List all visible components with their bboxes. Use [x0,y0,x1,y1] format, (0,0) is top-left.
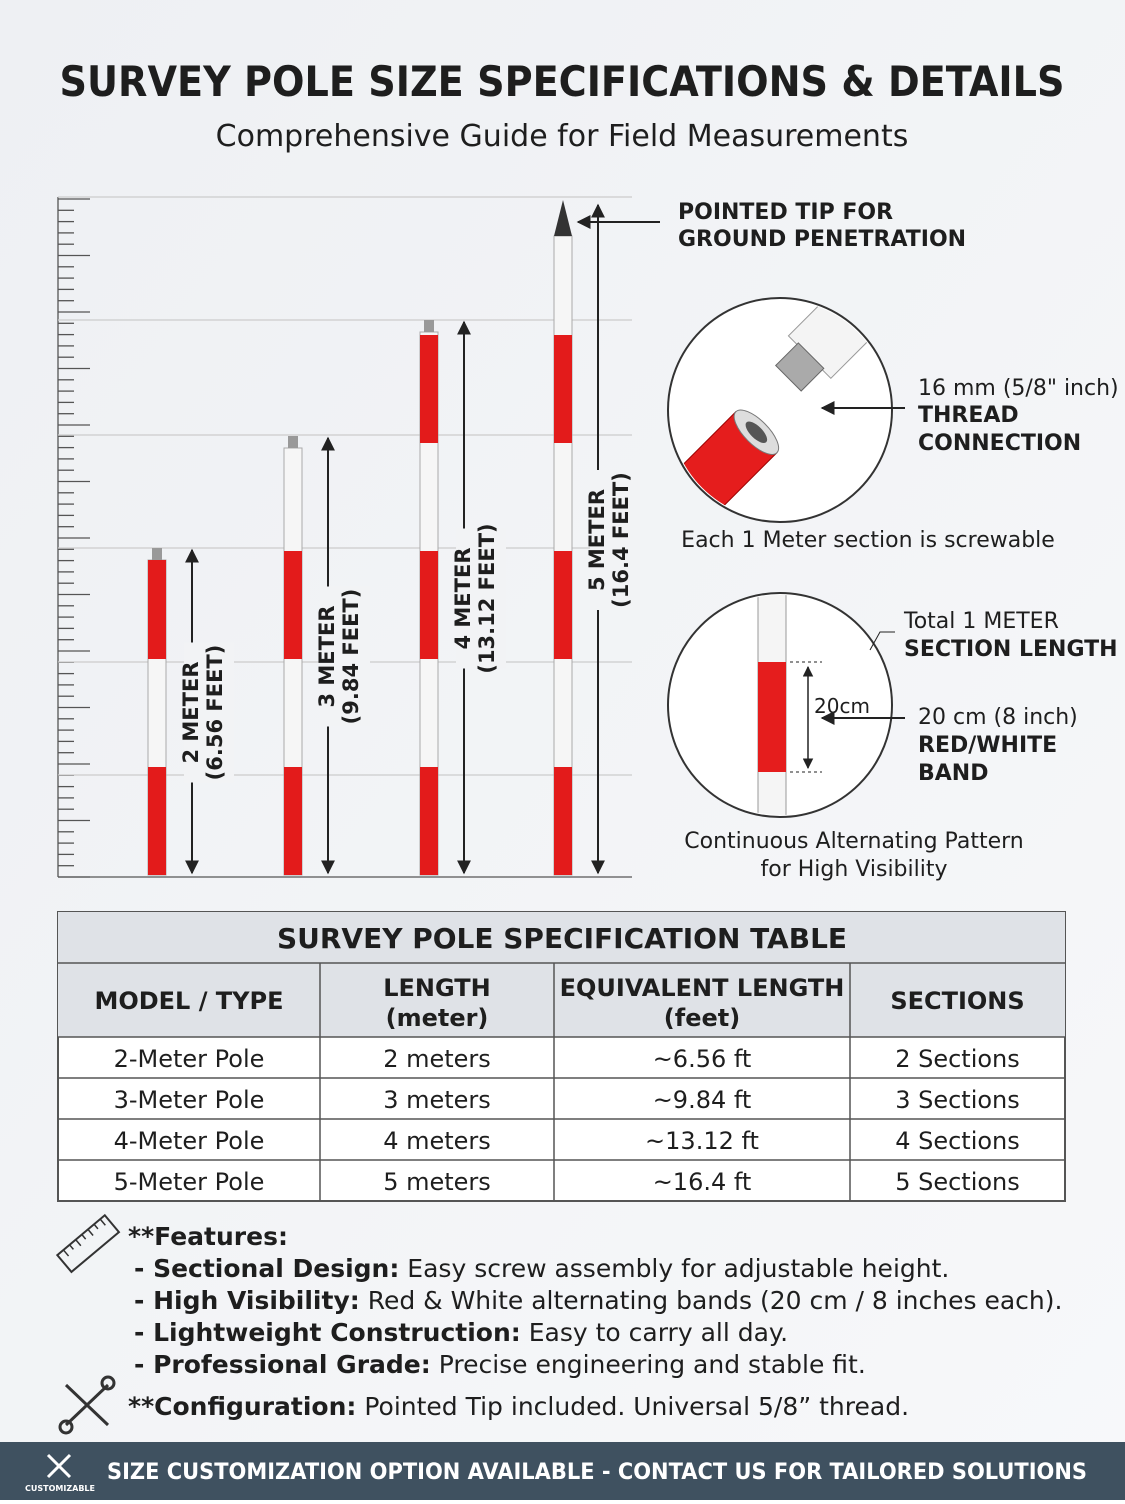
caption: for High Visibility [761,857,948,882]
feature-text: Red & White alternating bands (20 cm / 8… [360,1286,1063,1315]
table-cell: ~13.12 ft [645,1127,759,1155]
column-header: SECTIONS [890,987,1024,1015]
column-header: (meter) [386,1004,489,1032]
label-bg [320,586,370,727]
tools-icon [58,1375,116,1435]
feature-line: - Lightweight Construction: Easy to carr… [134,1318,788,1347]
poles: 2 METER (6.56 FEET) 3 METER (9.84 FEET) 4 ME… [147,200,640,876]
callout-text: GROUND PENETRATION [678,227,966,252]
callout-text: CONNECTION [918,431,1081,456]
table-cell: 3 meters [383,1086,491,1114]
callout-text: THREAD [918,403,1019,428]
subtitle: Comprehensive Guide for Field Measuremen… [216,119,909,154]
caption: Each 1 Meter section is screwable [681,528,1055,553]
callout-text: RED/WHITE [918,733,1057,758]
column-header: LENGTH [383,974,491,1002]
banner: SIZE CUSTOMIZATION OPTION AVAILABLE - CO… [107,1460,1087,1485]
label-bg [456,528,506,669]
table-cell: 4 Sections [895,1127,1020,1155]
feature-text: Pointed Tip included. Universal 5/8” thr… [356,1392,909,1421]
table-cell: 2 meters [383,1045,491,1073]
callout-text: 20 cm (8 inch) [918,705,1078,730]
table-cell: 3-Meter Pole [114,1086,265,1114]
feature-line: - Professional Grade: Precise engineerin… [134,1350,866,1379]
callout-text: SECTION LENGTH [904,637,1118,662]
features: **Features: - Sectional Design: Easy scre… [55,1213,1062,1435]
tip-callout: POINTED TIP FOR GROUND PENETRATION [576,200,966,252]
feature-text: Precise engineering and stable fit. [431,1350,866,1379]
feature-line: - High Visibility: Red & White alternati… [134,1286,1062,1315]
table-title: SURVEY POLE SPECIFICATION TABLE [277,922,847,955]
table-cell: 5 meters [383,1168,491,1196]
pole-band [420,767,438,875]
pole-band [554,767,572,875]
pole-label: (13.12 FEET) [475,523,499,673]
table-cell: 4 meters [383,1127,491,1155]
pole-thread [288,436,298,448]
pole-band [148,560,166,659]
label-bg [184,642,234,783]
callout-text: Total 1 METER [903,609,1059,634]
callout-text: BAND [918,761,988,786]
ruler-icon [55,1213,121,1274]
caption: Continuous Alternating Pattern [684,829,1023,854]
pole-thread [152,548,162,560]
pole-band [148,767,166,875]
pole-band [284,767,302,875]
pole-label: (9.84 FEET) [339,589,363,725]
table-cell: 5 Sections [895,1168,1020,1196]
callout-text: 16 mm (5/8" inch) [918,376,1119,401]
pole-thread [424,320,434,332]
feature-text: Easy screw assembly for adjustable heigh… [399,1254,949,1283]
pole-band [420,335,438,443]
column-header: (feet) [664,1004,740,1032]
table-cell: 5-Meter Pole [114,1168,265,1196]
pole-band [420,551,438,659]
table-cell: 3 Sections [895,1086,1020,1114]
column-header: MODEL / TYPE [94,987,283,1015]
feature-term: - Sectional Design: [134,1254,399,1283]
pole-label: 3 METER [315,605,339,707]
spec-table: SURVEY POLE SPECIFICATION TABLE MODEL / … [57,911,1066,1202]
column-header: EQUIVALENT LENGTH [560,974,845,1002]
feature-term: - Lightweight Construction: [134,1318,521,1347]
pole-band [554,551,572,659]
table-cell: 4-Meter Pole [114,1127,265,1155]
pole-band [554,335,572,443]
pole-label: (6.56 FEET) [203,645,227,781]
label-bg [590,470,640,610]
table-cell: 2-Meter Pole [114,1045,265,1073]
dimension: 20cm [814,694,870,718]
pole-tip [554,200,572,236]
feature-term: **Configuration: [128,1392,356,1421]
table-cell: ~6.56 ft [653,1045,752,1073]
feature-term: - Professional Grade: [134,1350,431,1379]
icon-label: CUSTOMIZABLE [25,1484,95,1493]
title: SURVEY POLE SIZE SPECIFICATIONS & DETAIL… [60,57,1065,106]
features-heading: **Features: [128,1222,288,1251]
pole-label: (16.4 FEET) [609,472,633,608]
callout-text: POINTED TIP FOR [678,200,893,225]
table-cell: ~9.84 ft [653,1086,752,1114]
table-cell: 2 Sections [895,1045,1020,1073]
pole-band [284,551,302,659]
feature-term: - High Visibility: [134,1286,360,1315]
feature-line: **Configuration: Pointed Tip included. U… [128,1392,909,1421]
band-detail: 20cm Total 1 METER SECTION LENGTH 20 cm … [667,592,1118,882]
pole-label: 2 METER [179,661,203,763]
feature-line: - Sectional Design: Easy screw assembly … [134,1254,949,1283]
footer: CUSTOMIZABLE SIZE CUSTOMIZATION OPTION A… [0,1442,1125,1500]
pole-label: 5 METER [585,489,609,591]
table-cell: ~16.4 ft [653,1168,752,1196]
feature-text: Easy to carry all day. [521,1318,788,1347]
pole-label: 4 METER [451,547,475,649]
